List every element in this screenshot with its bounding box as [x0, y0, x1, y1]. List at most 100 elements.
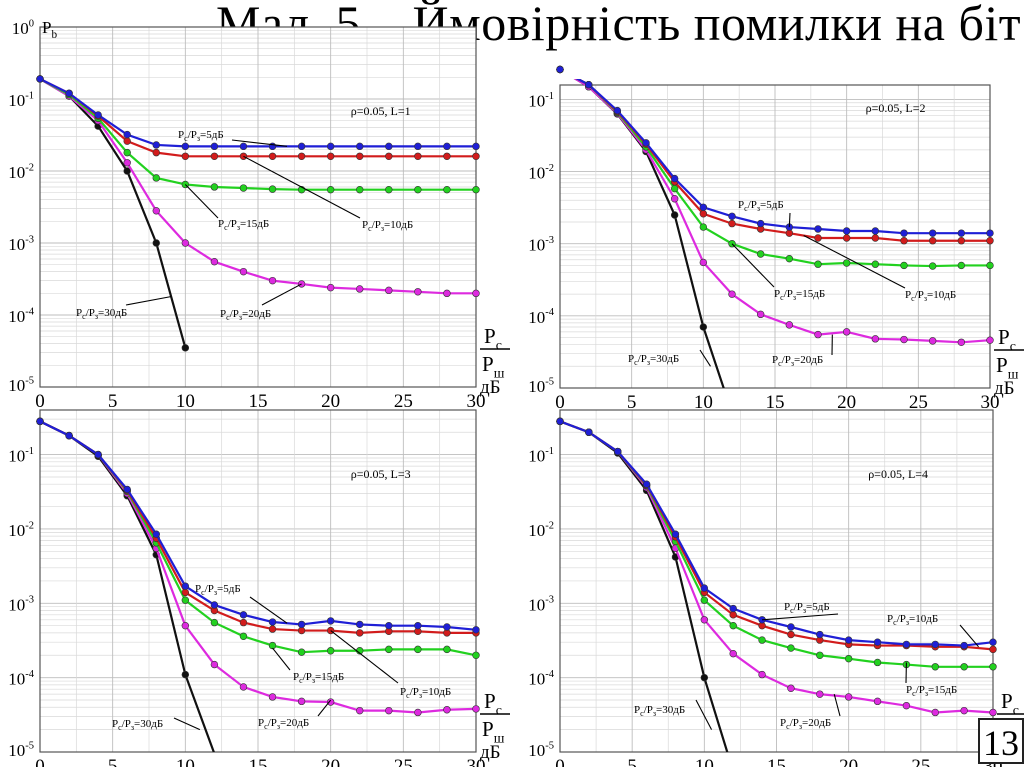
- data-point-15dB: [814, 260, 822, 268]
- data-point-5dB: [239, 611, 248, 619]
- series-line-5dB: [575, 79, 990, 235]
- series-line-20dB: [39, 77, 476, 295]
- y-tick-label: 10-1: [8, 90, 34, 110]
- leader-line: [699, 349, 711, 367]
- curve-label-10dB: Pc/Pз=10дБ: [400, 686, 451, 700]
- data-point-15dB: [210, 618, 219, 627]
- leader-line: [959, 624, 979, 648]
- data-point-20dB: [181, 621, 190, 630]
- data-point-10dB: [699, 210, 708, 218]
- data-point-15dB: [210, 183, 219, 191]
- leader-line: [731, 243, 775, 288]
- data-point-20dB: [756, 310, 765, 319]
- xlabel-numerator: Pc: [998, 325, 1016, 353]
- data-point-20dB: [210, 257, 219, 266]
- data-point-20dB: [902, 701, 911, 710]
- data-point-15dB: [123, 148, 131, 157]
- curve-label-15dB: Pc/Pз=15дБ: [293, 671, 344, 685]
- curve-label-30dB: Pc/Pз=30дБ: [634, 704, 685, 718]
- data-point-20dB: [728, 290, 736, 298]
- data-point-10dB: [297, 152, 306, 161]
- data-point-20dB: [356, 285, 364, 293]
- chart-panel-1: 0 5 10 15 20 25 30 100 10-1 10-2 10-3 10-4 10-5 ρ=0.0…: [8, 18, 510, 412]
- data-point-5dB: [614, 447, 622, 456]
- data-point-15dB: [326, 647, 335, 655]
- y-tick-label: 10-4: [528, 307, 555, 327]
- data-point-5dB: [957, 229, 966, 237]
- data-point-20dB: [871, 335, 880, 343]
- data-point-5dB: [642, 480, 651, 488]
- x-tick-label: 15: [767, 756, 786, 767]
- data-point-15dB: [844, 654, 853, 663]
- curve-label-10dB: Pc/Pз=10дБ: [362, 219, 413, 233]
- data-point-5dB: [210, 601, 219, 609]
- curve-label-20dB: Pc/Pз=20дБ: [780, 717, 831, 731]
- data-point-10dB: [472, 152, 480, 161]
- data-point-5dB: [443, 623, 451, 631]
- data-point-15dB: [472, 185, 480, 194]
- y-tick-label: 10-5: [8, 375, 34, 395]
- y-tick-label: 10-5: [528, 740, 554, 760]
- data-point-5dB: [900, 229, 908, 237]
- data-point-15dB: [960, 663, 968, 671]
- curve-label-20dB: Pc/Pз=20дБ: [772, 354, 823, 368]
- data-point-10dB: [297, 626, 306, 635]
- data-point-5dB: [756, 219, 765, 228]
- data-point-5dB: [152, 530, 160, 538]
- data-point-20dB: [842, 328, 851, 336]
- data-point-10dB: [181, 588, 190, 597]
- data-point-5dB: [787, 623, 795, 631]
- data-point-10dB: [986, 237, 994, 245]
- x-tick-label: 30: [981, 392, 1000, 413]
- xlabel-denominator: Pш: [482, 352, 505, 380]
- chart-panel-2: 0 5 10 15 20 25 30 10-1 10-2 10-3 10-4 10-5 ρ=0.05, …: [528, 65, 1024, 413]
- data-point-20dB: [326, 283, 335, 292]
- data-point-5dB: [873, 638, 882, 646]
- data-point-5dB: [902, 640, 911, 649]
- leader-line: [249, 596, 288, 624]
- y-tick-label: 10-1: [528, 446, 554, 466]
- data-point-5dB: [613, 106, 622, 115]
- curve-label-5dB: Pc/Pз=5дБ: [195, 583, 241, 597]
- data-point-5dB: [297, 620, 306, 629]
- x-tick-label: 30: [467, 756, 486, 767]
- data-point-10dB: [356, 152, 364, 161]
- x-tick-label: 0: [35, 756, 45, 767]
- data-point-5dB: [556, 65, 564, 74]
- data-point-15dB: [239, 184, 248, 192]
- leader-line: [243, 155, 361, 219]
- series-line-5dB: [39, 420, 477, 631]
- data-point-5dB: [210, 142, 219, 151]
- data-point-5dB: [700, 584, 709, 592]
- data-point-5dB: [239, 142, 248, 151]
- curve-label-20dB: Pc/Pз=20дБ: [258, 717, 309, 731]
- data-point-5dB: [94, 450, 102, 459]
- data-point-20dB: [472, 289, 480, 298]
- x-tick-label: 0: [35, 391, 45, 412]
- data-point-5dB: [960, 641, 968, 650]
- data-point-20dB: [326, 698, 335, 706]
- data-point-15dB: [785, 254, 794, 263]
- leader-line: [695, 699, 713, 730]
- data-point-5dB: [871, 227, 880, 235]
- data-point-5dB: [670, 174, 679, 183]
- xlabel-denominator: Pш: [996, 353, 1019, 381]
- data-point-15dB: [414, 185, 422, 194]
- data-point-20dB: [181, 239, 190, 247]
- data-point-15dB: [900, 261, 908, 270]
- data-point-20dB: [700, 616, 709, 624]
- x-tick-label: 15: [249, 756, 268, 767]
- leader-line: [184, 184, 219, 219]
- data-point-15dB: [986, 261, 994, 270]
- data-point-15dB: [268, 185, 277, 193]
- data-point-30dB: [181, 344, 190, 352]
- data-point-30dB: [152, 239, 160, 247]
- data-point-5dB: [989, 638, 997, 646]
- data-point-5dB: [65, 89, 73, 97]
- data-point-5dB: [699, 203, 708, 211]
- x-tick-label: 25: [911, 756, 930, 767]
- data-point-5dB: [36, 417, 44, 426]
- data-point-15dB: [758, 636, 766, 644]
- data-point-5dB: [443, 142, 451, 151]
- data-point-20dB: [385, 286, 393, 295]
